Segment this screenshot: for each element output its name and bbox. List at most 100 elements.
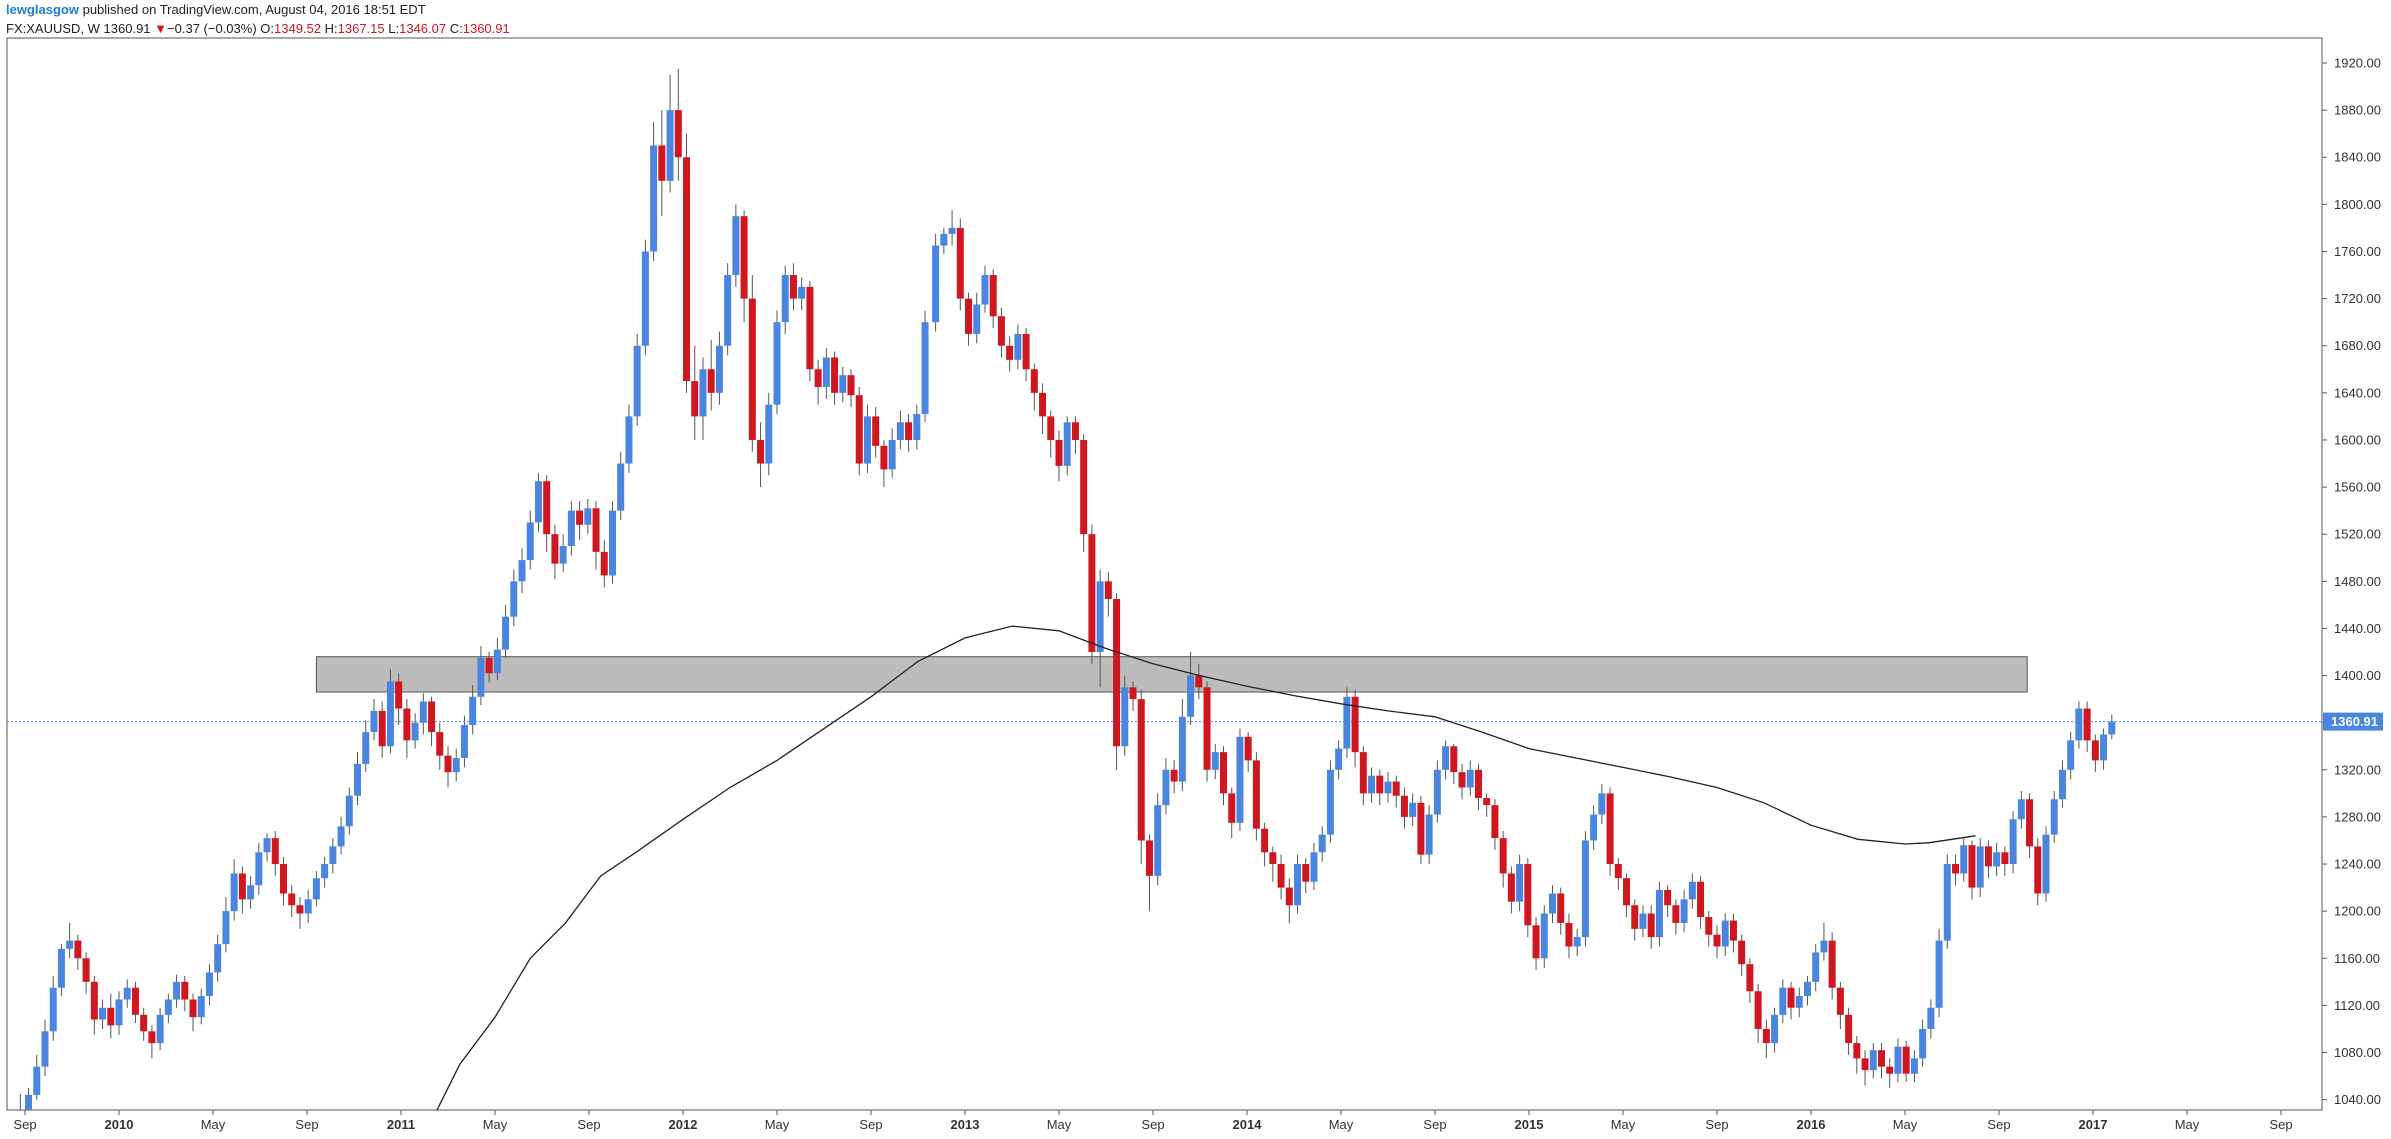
x-tick-label: Sep bbox=[13, 1117, 36, 1132]
x-tick-label: Sep bbox=[1705, 1117, 1728, 1132]
candle-body bbox=[658, 145, 666, 181]
candle-body bbox=[1935, 940, 1943, 1008]
candle bbox=[1326, 760, 1334, 843]
candle bbox=[1187, 652, 1195, 726]
author-link[interactable]: lewglasgow bbox=[6, 2, 79, 17]
candle-body bbox=[395, 681, 403, 709]
candle bbox=[2034, 838, 2042, 906]
candle bbox=[1581, 831, 1589, 947]
candle-body bbox=[1466, 769, 1474, 788]
candle-body bbox=[1269, 852, 1277, 865]
y-tick-label: 1440.00 bbox=[2334, 621, 2381, 636]
candle-body bbox=[1351, 696, 1359, 753]
candle bbox=[1853, 1036, 1861, 1074]
candle bbox=[584, 498, 592, 535]
candle-body bbox=[847, 375, 855, 396]
candle-body bbox=[732, 216, 740, 276]
candle bbox=[600, 540, 608, 588]
candle-body bbox=[1565, 922, 1573, 947]
y-tick-label: 1840.00 bbox=[2334, 150, 2381, 165]
candle-body bbox=[469, 696, 477, 726]
candle-body bbox=[863, 416, 871, 464]
candle-body bbox=[1540, 913, 1548, 959]
candle bbox=[617, 451, 625, 521]
candle-body bbox=[2009, 819, 2017, 865]
candle bbox=[932, 233, 940, 332]
y-tick-label: 1680.00 bbox=[2334, 338, 2381, 353]
candle bbox=[896, 410, 904, 450]
candle-body bbox=[1952, 864, 1960, 874]
candle bbox=[181, 975, 189, 1012]
candle-body bbox=[748, 298, 756, 440]
y-tick-label: 1760.00 bbox=[2334, 244, 2381, 259]
candle bbox=[981, 265, 989, 313]
candle-body bbox=[2026, 799, 2034, 847]
candle-body bbox=[1639, 913, 1647, 929]
candle-body bbox=[1442, 746, 1450, 770]
candle bbox=[1483, 793, 1491, 817]
candle-body bbox=[1030, 369, 1038, 393]
candle bbox=[1228, 787, 1236, 839]
candle bbox=[1623, 873, 1631, 918]
candle-body bbox=[321, 864, 329, 879]
candle-body bbox=[247, 885, 255, 900]
candle-body bbox=[1968, 845, 1976, 888]
candle-body bbox=[2058, 769, 2066, 800]
x-tick-label: 2014 bbox=[1233, 1117, 1263, 1132]
candle-body bbox=[304, 899, 312, 914]
candle-body bbox=[518, 560, 526, 582]
candle bbox=[724, 263, 732, 356]
candle-body bbox=[543, 481, 551, 535]
plot-frame bbox=[6, 37, 2323, 1111]
candle bbox=[510, 569, 518, 627]
candle-body bbox=[1803, 981, 1811, 996]
candle-body bbox=[1228, 793, 1236, 823]
candle bbox=[411, 713, 419, 749]
candle bbox=[1088, 524, 1096, 664]
candle-body bbox=[131, 987, 139, 1015]
candle-body bbox=[1006, 345, 1014, 360]
candle-body bbox=[1368, 775, 1376, 794]
candle-body bbox=[1491, 805, 1499, 839]
candle bbox=[41, 1019, 49, 1077]
candle-body bbox=[1919, 1028, 1927, 1059]
candle-body bbox=[57, 948, 65, 988]
x-axis: Sep 2010 May Sep 2011 May Sep 2012 May Sep 2013 May… bbox=[13, 1110, 2293, 1132]
candle bbox=[345, 787, 353, 835]
candle-body bbox=[1705, 917, 1713, 935]
candle bbox=[296, 897, 304, 929]
candle bbox=[247, 875, 255, 909]
candle-body bbox=[715, 345, 723, 393]
candle-body bbox=[354, 763, 362, 796]
candle-body bbox=[1080, 439, 1088, 535]
candle-body bbox=[329, 846, 337, 865]
candle-body bbox=[1409, 802, 1417, 817]
candle bbox=[1425, 805, 1433, 865]
candle bbox=[1524, 858, 1532, 938]
candle-body bbox=[1557, 893, 1565, 923]
candle bbox=[25, 1087, 33, 1110]
candle bbox=[403, 699, 411, 759]
candle bbox=[1154, 793, 1162, 886]
candle-body bbox=[1384, 781, 1392, 794]
candle bbox=[502, 604, 510, 658]
candle bbox=[444, 746, 452, 788]
candle-body bbox=[1614, 864, 1622, 879]
candle bbox=[1203, 681, 1211, 782]
candle-body bbox=[1121, 687, 1129, 747]
candle bbox=[781, 265, 789, 334]
candle-body bbox=[1483, 798, 1491, 806]
candle bbox=[1902, 1040, 1910, 1082]
candle-body bbox=[1400, 795, 1408, 817]
candle bbox=[551, 524, 559, 579]
candle bbox=[831, 351, 839, 405]
candle bbox=[1746, 958, 1754, 1004]
candle-body bbox=[1137, 699, 1145, 841]
candle bbox=[1993, 842, 2001, 876]
y-tick-label: 1160.00 bbox=[2334, 951, 2380, 966]
candle-body bbox=[1688, 881, 1696, 900]
candle-body bbox=[641, 251, 649, 346]
candle bbox=[1655, 881, 1663, 947]
candle bbox=[814, 359, 822, 405]
